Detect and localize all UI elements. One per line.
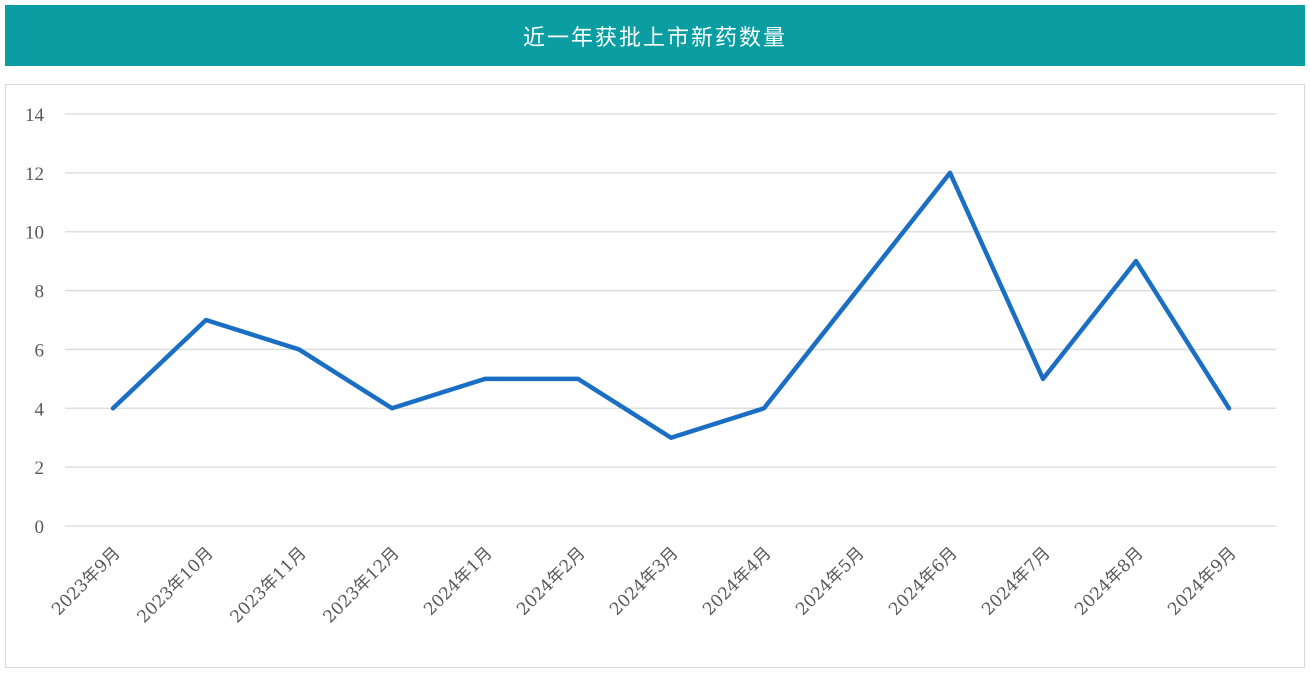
x-tick-label: 2024年5月 bbox=[792, 543, 868, 619]
x-tick-label: 2023年10月 bbox=[133, 543, 217, 627]
y-tick-label: 12 bbox=[25, 164, 44, 185]
chart-title: 近一年获批上市新药数量 bbox=[522, 25, 787, 51]
x-tick-label: 2024年2月 bbox=[513, 543, 589, 619]
data-point bbox=[1134, 259, 1138, 264]
data-point bbox=[576, 376, 580, 381]
x-tick-label: 2023年9月 bbox=[48, 543, 124, 619]
data-point bbox=[111, 406, 115, 411]
data-point bbox=[855, 288, 859, 293]
data-point bbox=[948, 170, 952, 175]
data-point bbox=[390, 406, 394, 411]
series-layer bbox=[110, 170, 1232, 440]
grid-lines bbox=[65, 113, 1276, 527]
y-tick-label: 0 bbox=[35, 517, 45, 538]
series-line bbox=[110, 170, 1232, 440]
x-tick-label: 2024年8月 bbox=[1071, 543, 1147, 619]
x-axis-ticks: 2023年9月 2023年10月 2023年11月 2023年12月 2024年1月 20… bbox=[48, 543, 1240, 627]
y-tick-label: 6 bbox=[35, 340, 45, 361]
data-point bbox=[483, 376, 487, 381]
x-tick-label: 2024年7月 bbox=[978, 543, 1054, 619]
x-tick-label: 2024年1月 bbox=[420, 543, 496, 619]
x-tick-label: 2023年12月 bbox=[319, 543, 403, 627]
y-tick-label: 10 bbox=[25, 223, 44, 244]
y-tick-label: 14 bbox=[25, 105, 45, 126]
chart-title-bar: 近一年获批上市新药数量 bbox=[5, 5, 1305, 66]
data-point bbox=[1041, 376, 1045, 381]
data-point bbox=[762, 406, 766, 411]
y-tick-label: 2 bbox=[35, 458, 45, 479]
data-point bbox=[669, 435, 673, 440]
x-tick-label: 2024年6月 bbox=[885, 543, 961, 619]
x-tick-label: 2024年3月 bbox=[606, 543, 682, 619]
x-tick-label: 2023年11月 bbox=[226, 543, 310, 627]
chart-frame bbox=[5, 84, 1305, 668]
x-tick-label: 2024年4月 bbox=[699, 543, 775, 619]
data-point bbox=[1227, 406, 1231, 411]
y-tick-label: 4 bbox=[35, 399, 45, 420]
data-point bbox=[297, 347, 301, 352]
y-axis-ticks: 0 2 4 6 8 10 12 14 bbox=[25, 105, 45, 538]
data-point bbox=[204, 318, 208, 322]
y-tick-label: 8 bbox=[35, 282, 45, 303]
x-tick-label: 2024年9月 bbox=[1164, 543, 1240, 619]
